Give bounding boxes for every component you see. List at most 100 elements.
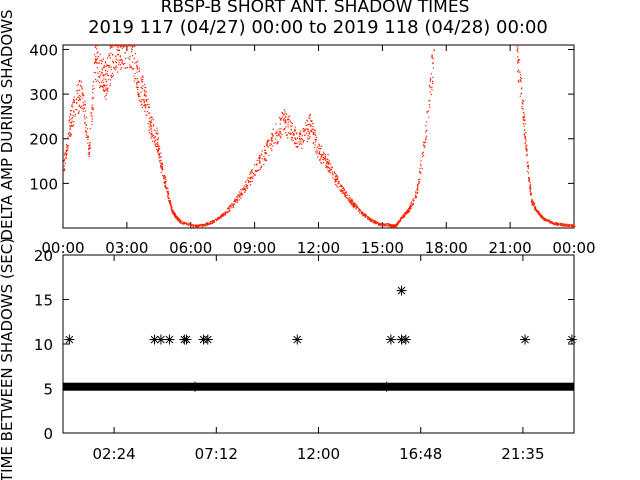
data-point <box>306 119 308 121</box>
data-point <box>430 93 432 96</box>
data-point <box>312 133 315 135</box>
data-point <box>427 110 430 112</box>
data-point <box>170 208 172 210</box>
data-point <box>244 191 246 193</box>
data-point <box>540 214 542 216</box>
data-point <box>107 90 109 92</box>
data-point <box>260 155 262 157</box>
data-point <box>381 223 383 225</box>
data-point <box>294 138 296 140</box>
data-point <box>118 49 120 51</box>
asterisk-point <box>396 285 407 296</box>
data-point <box>341 190 344 192</box>
data-point <box>250 176 252 178</box>
data-point <box>294 129 296 132</box>
data-point <box>144 92 146 94</box>
data-point <box>179 219 181 221</box>
data-point <box>534 207 536 209</box>
data-point <box>164 178 166 180</box>
data-point <box>153 137 155 139</box>
data-point <box>104 70 107 72</box>
data-point <box>165 187 167 189</box>
asterisk-point <box>381 381 392 392</box>
data-point <box>397 223 399 226</box>
data-point <box>311 128 313 130</box>
data-point <box>416 189 419 191</box>
data-point <box>310 130 312 132</box>
data-point <box>255 170 258 173</box>
data-point <box>374 222 376 224</box>
data-point <box>142 78 144 81</box>
data-point <box>281 112 284 114</box>
data-point <box>522 119 524 121</box>
data-point <box>342 187 344 189</box>
data-point <box>541 215 543 217</box>
data-point <box>93 54 96 56</box>
data-point <box>398 221 400 223</box>
data-point <box>144 105 146 107</box>
data-point <box>133 45 135 47</box>
data-point <box>224 214 226 216</box>
data-point <box>570 225 572 227</box>
data-point <box>144 90 146 92</box>
data-point <box>114 60 117 63</box>
data-point <box>303 127 305 130</box>
data-point <box>73 99 75 101</box>
data-point <box>390 224 392 226</box>
data-point <box>274 142 276 144</box>
data-point <box>523 100 525 102</box>
data-point <box>73 110 75 112</box>
data-point <box>429 79 432 81</box>
data-point <box>96 48 98 50</box>
data-point <box>98 62 100 64</box>
data-point <box>346 197 348 199</box>
data-point <box>526 162 528 164</box>
data-point <box>150 125 152 127</box>
data-point <box>92 85 94 87</box>
data-point <box>316 149 318 151</box>
data-point <box>145 91 148 93</box>
data-point <box>84 118 86 120</box>
data-point <box>539 212 541 215</box>
data-point <box>350 199 353 201</box>
data-point <box>89 127 92 130</box>
data-point <box>98 75 100 78</box>
y-tick-label: 400 <box>29 41 58 59</box>
data-point <box>342 192 344 194</box>
data-point <box>119 64 122 66</box>
data-point <box>516 71 519 73</box>
data-point <box>129 55 131 58</box>
data-point <box>72 102 74 104</box>
data-point <box>393 226 395 228</box>
data-point <box>97 51 99 53</box>
data-point <box>63 165 65 167</box>
data-point <box>92 80 95 83</box>
data-point <box>527 161 529 163</box>
data-point <box>247 184 249 187</box>
data-point <box>167 193 169 195</box>
data-point <box>177 219 180 221</box>
data-point <box>352 203 355 205</box>
data-point <box>258 159 260 161</box>
data-point <box>92 97 94 99</box>
data-point <box>385 223 387 225</box>
data-point <box>314 129 316 131</box>
data-point <box>97 57 99 59</box>
data-point <box>136 82 138 84</box>
data-point <box>119 59 121 61</box>
data-point <box>76 92 79 94</box>
data-point <box>530 188 532 190</box>
data-point <box>320 153 322 156</box>
data-point <box>169 202 171 204</box>
data-point <box>256 159 258 162</box>
data-point <box>308 133 310 135</box>
data-point <box>102 74 104 76</box>
data-point <box>101 85 103 87</box>
data-point <box>101 71 103 74</box>
data-point <box>337 183 339 185</box>
data-point <box>71 105 73 107</box>
data-point <box>294 142 296 144</box>
data-point <box>222 214 225 217</box>
data-point <box>424 138 427 141</box>
data-point <box>168 198 170 200</box>
